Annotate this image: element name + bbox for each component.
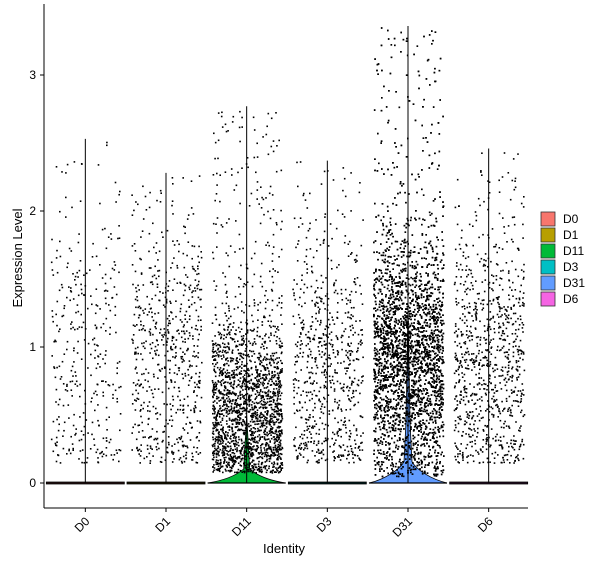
legend-item-d31: D31 [540,275,585,291]
legend-item-d1: D1 [540,227,579,243]
jitter-points-layer [50,27,526,478]
legend-label: D3 [563,260,579,274]
legend-item-d11: D11 [540,243,584,259]
points-d0 [50,141,122,464]
legend: D0 D1 D11 D3 D31 D6 [540,211,585,307]
legend-label: D6 [563,292,579,306]
x-axis-title: Identity [263,541,305,556]
violins-layer [45,26,529,485]
points-d11 [211,110,284,474]
points-d1 [131,175,203,464]
legend-swatch [540,227,556,243]
y-tick-label-2: 2 [29,204,36,218]
x-tick-label-d0: D0 [72,514,93,535]
legend-swatch [540,243,556,259]
y-tick-label-0: 0 [29,476,36,490]
points-d6 [453,152,526,464]
y-tick-label-1: 1 [29,340,36,354]
points-d3 [292,161,364,464]
legend-item-d6: D6 [540,291,579,307]
x-tick-label-d3: D3 [314,514,335,535]
legend-swatch [540,291,556,307]
x-tick-label-d1: D1 [152,514,173,535]
legend-swatch [540,259,556,275]
points-d31 [373,27,445,478]
x-tick-label-d31: D31 [390,514,416,540]
legend-label: D11 [563,244,584,258]
legend-item-d3: D3 [540,259,579,275]
y-tick-label-3: 3 [29,68,36,82]
x-tick-label-d11: D11 [229,514,254,539]
y-axis-title: Expression Level [10,208,25,307]
legend-item-d0: D0 [540,211,579,227]
legend-label: D0 [563,212,579,226]
legend-swatch [540,275,556,291]
legend-label: D1 [563,228,579,242]
x-tick-label-d6: D6 [475,514,496,535]
legend-swatch [540,211,556,227]
legend-label: D31 [563,276,585,290]
